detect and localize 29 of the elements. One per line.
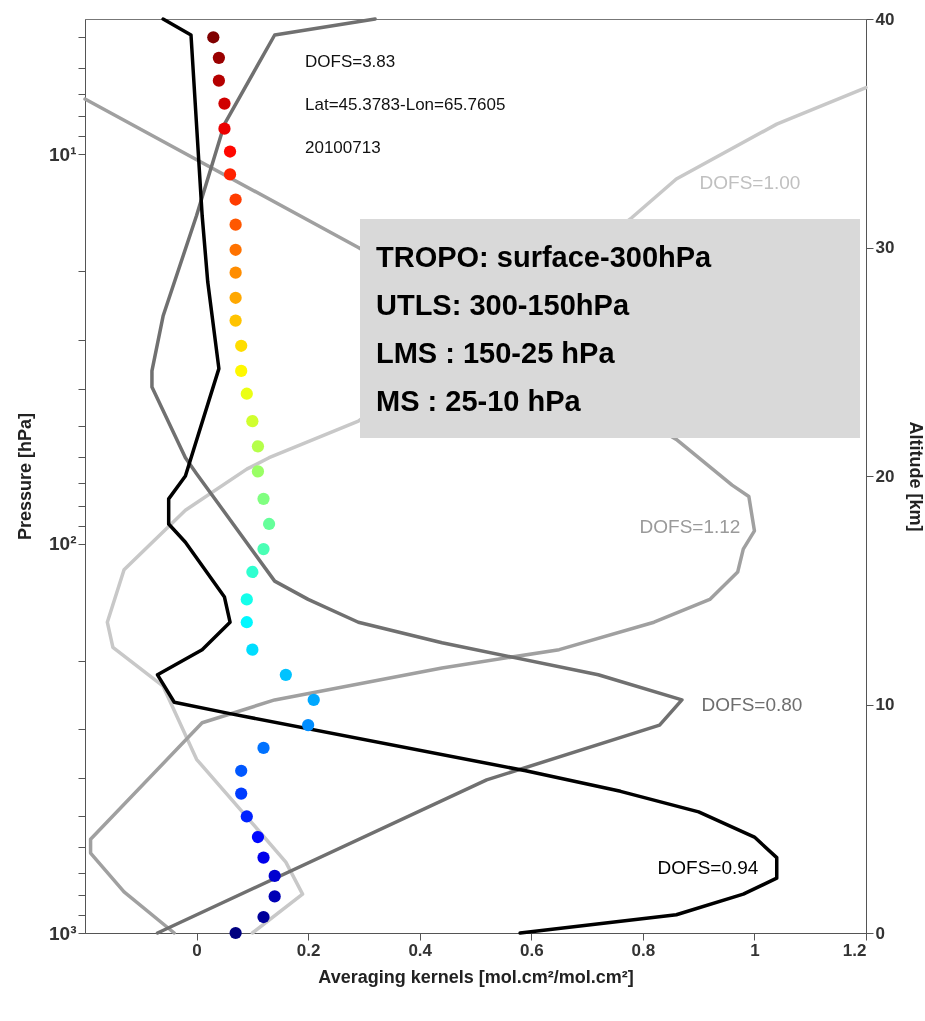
- annotation: DOFS=1.00: [699, 172, 801, 194]
- y-tick-label: 10¹: [49, 143, 77, 165]
- x-tick-label: 1: [750, 940, 760, 960]
- x-tick-label: 1.2: [842, 940, 867, 960]
- y2-tick-label: 10: [875, 695, 895, 714]
- annotation: DOFS=1.12: [639, 516, 741, 538]
- annotation: DOFS=0.94: [657, 857, 759, 879]
- y2-tick-label: 30: [875, 238, 895, 257]
- x-axis-title: Averaging kernels [mol.cm²/mol.cm²]: [318, 966, 634, 987]
- y-axis-title: Pressure [hPa]: [15, 412, 36, 541]
- annotation: 20100713: [305, 137, 382, 159]
- annotation: UTLS: 300-150hPa: [376, 288, 631, 323]
- x-tick-label: 0.8: [631, 940, 656, 960]
- y2-tick-label: 40: [875, 9, 895, 29]
- y-tick-label: 10²: [49, 533, 77, 555]
- y2-tick-label: 0: [875, 923, 885, 943]
- y-tick-label: 10³: [49, 922, 77, 944]
- y2-tick-label: 20: [875, 466, 895, 486]
- x-tick-label: 0: [192, 940, 202, 960]
- annotation: DOFS=0.80: [701, 694, 803, 716]
- y2-axis-title: Altitude [km]: [906, 421, 925, 532]
- annotation: TROPO: surface-300hPa: [376, 240, 713, 275]
- annotation: DOFS=3.83: [305, 51, 397, 73]
- x-tick-label: 0.4: [408, 940, 433, 960]
- x-tick-label: 0.6: [519, 940, 544, 960]
- annotation: Lat=45.3783-Lon=65.7605: [305, 94, 506, 116]
- x-tick-label: 0.2: [296, 940, 321, 960]
- annotation: MS : 25-10 hPa: [376, 384, 582, 419]
- annotation: LMS : 150-25 hPa: [376, 336, 616, 371]
